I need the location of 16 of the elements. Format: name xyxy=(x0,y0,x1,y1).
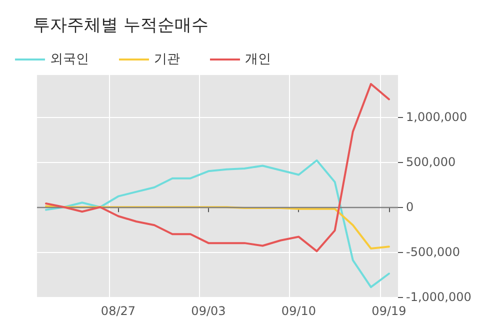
x-tick-label: 09/19 xyxy=(372,304,406,318)
line-series xyxy=(45,82,390,252)
y-tick-label: -500,000 xyxy=(406,245,460,260)
legend-label: 개인 xyxy=(245,52,271,67)
chart-title: 투자주체별 누적순매수 xyxy=(33,16,208,36)
x-tick-label: 08/27 xyxy=(100,304,136,318)
line-series xyxy=(45,159,390,288)
x-tick-label: 09/10 xyxy=(281,304,316,318)
y-tick-label: -1,000,000 xyxy=(406,290,472,304)
y-tick-label: 500,000 xyxy=(406,155,456,170)
legend-label: 외국인 xyxy=(50,52,89,67)
legend-label: 기관 xyxy=(154,52,180,67)
y-tick-label: 1,000,000 xyxy=(406,110,468,124)
y-tick-label: 0 xyxy=(406,200,414,214)
x-tick-label: 09/03 xyxy=(191,304,226,318)
line-series xyxy=(45,205,390,250)
